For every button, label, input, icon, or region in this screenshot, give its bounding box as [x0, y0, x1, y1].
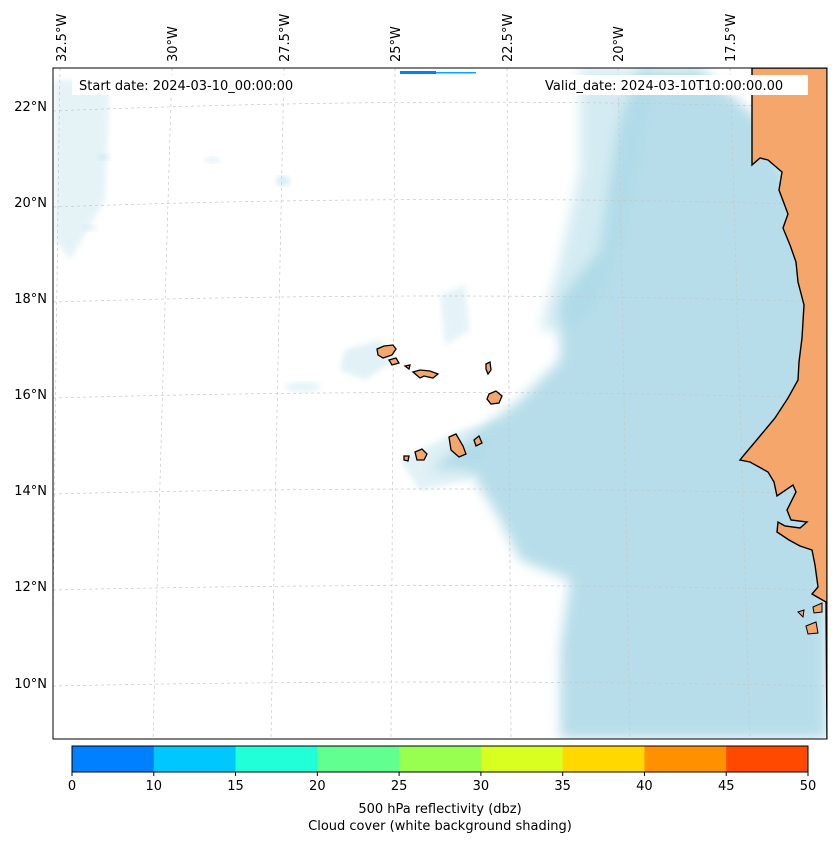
colorbar-segment — [562, 746, 645, 772]
colorbar-tick-label: 15 — [227, 779, 244, 794]
colorbar-label-cloud-cover: Cloud cover (white background shading) — [308, 819, 572, 834]
colorbar-tick-label: 20 — [309, 779, 326, 794]
island-sao-vicente — [388, 357, 400, 366]
lon-label-20w: 20°W — [612, 26, 627, 62]
colorbar-segment — [72, 746, 155, 772]
colorbar-tick-label: 50 — [800, 779, 817, 794]
colorbar: 0 10 15 20 25 30 35 40 45 50 — [68, 745, 817, 794]
colorbar-tick-label: 35 — [554, 779, 571, 794]
lon-label-22-5w: 22.5°W — [501, 14, 516, 62]
island-sal — [485, 361, 492, 376]
start-date-box — [72, 75, 312, 95]
valid-date-label: Valid_date: 2024-03-10T10:00:00.00 — [545, 79, 783, 94]
colorbar-segment — [480, 746, 564, 772]
island-brava — [403, 455, 410, 462]
cape-verde-islands — [376, 344, 503, 462]
colorbar-tick-label: 40 — [636, 779, 653, 794]
lon-label-27-5w: 27.5°W — [278, 14, 293, 62]
island-fogo — [414, 448, 428, 461]
map-frame — [52, 67, 828, 740]
colorbar-tick-label: 0 — [68, 779, 76, 794]
colorbar-segment — [726, 746, 809, 772]
lat-label-22n: 22°N — [14, 100, 47, 115]
lon-label-17-5w: 17.5°W — [724, 14, 739, 62]
island-santo-antao — [376, 344, 397, 359]
lat-label-14n: 14°N — [14, 484, 47, 499]
colorbar-frame — [71, 745, 809, 773]
reflectivity-patch — [400, 71, 436, 74]
colorbar-segment — [153, 746, 237, 772]
lon-label-32-5w: 32.5°W — [55, 14, 70, 62]
cloud-cover-shading — [55, 68, 827, 739]
valid-date-box — [538, 75, 808, 95]
reflectivity-patch-2 — [436, 72, 476, 74]
island-maio — [473, 434, 483, 447]
colorbar-segment — [317, 746, 400, 772]
map-panel: Start date: 2024-03-10_00:00:00 Valid_da… — [53, 68, 827, 739]
colorbar-tick-label: 10 — [146, 779, 163, 794]
latitude-labels: 22°N 20°N 18°N 16°N 14°N 12°N 10°N — [14, 100, 47, 692]
lat-label-10n: 10°N — [14, 677, 47, 692]
colorbar-segment — [644, 746, 727, 772]
island-santiago — [448, 433, 467, 458]
africa-land — [738, 68, 827, 739]
colorbar-tick-label: 25 — [391, 779, 408, 794]
colorbar-tick-label: 45 — [718, 779, 735, 794]
lon-label-25w: 25°W — [389, 26, 404, 62]
longitude-labels: 32.5°W 30°W 27.5°W 25°W 22.5°W 20°W 17.5… — [55, 14, 739, 62]
colorbar-label-reflectivity: 500 hPa reflectivity (dbz) — [358, 802, 521, 817]
colorbar-tick-label: 30 — [473, 779, 490, 794]
colorbar-segment — [235, 746, 318, 772]
lon-label-30w: 30°W — [166, 26, 181, 62]
lat-label-16n: 16°N — [14, 388, 47, 403]
graticule — [53, 68, 827, 739]
lat-label-20n: 20°N — [14, 196, 47, 211]
island-boa-vista — [486, 390, 503, 405]
guinea-bissau-islands — [797, 602, 823, 635]
colorbar-segment — [399, 746, 482, 772]
lat-label-12n: 12°N — [14, 580, 47, 595]
island-santa-luzia — [403, 364, 411, 371]
island-sao-nicolau — [411, 369, 440, 379]
start-date-label: Start date: 2024-03-10_00:00:00 — [79, 79, 293, 94]
lat-label-18n: 18°N — [14, 292, 47, 307]
